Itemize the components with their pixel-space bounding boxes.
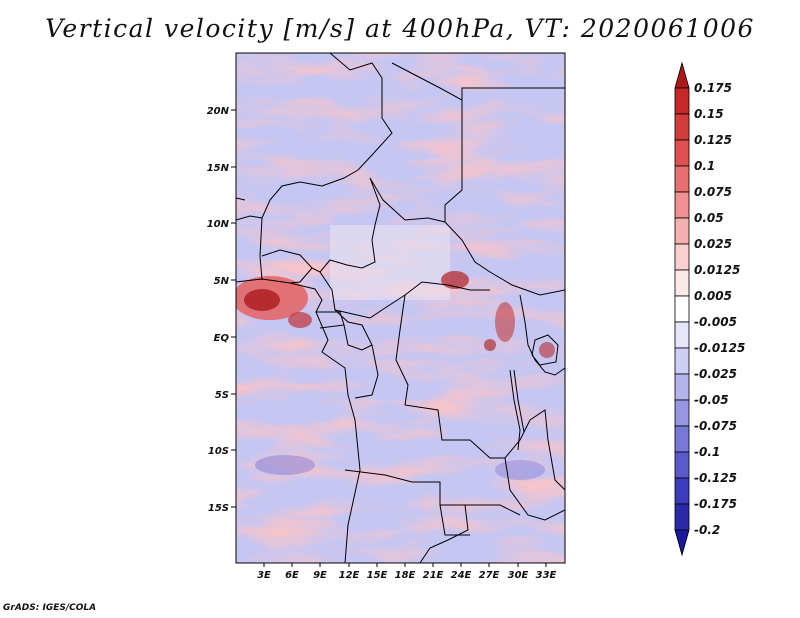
lat-ticks	[231, 109, 236, 508]
colorbar-swatch	[674, 373, 690, 401]
lon-label: 21E	[423, 570, 444, 581]
colorbar-label: -0.2	[694, 523, 720, 537]
colorbar-swatch	[674, 347, 690, 375]
colorbar-swatch	[674, 425, 690, 453]
colorbar	[674, 61, 690, 557]
convection-cell-b	[484, 339, 496, 351]
colorbar-swatch	[674, 503, 690, 531]
country-borders	[236, 53, 565, 563]
chart-title: Vertical velocity [m/s] at 400hPa, VT: 2…	[45, 14, 755, 43]
colorbar-labels: 0.175 0.15 0.125 0.1 0.075 0.05 0.025 0.0125 0.0…	[694, 81, 745, 537]
subsidence-south	[255, 455, 315, 475]
colorbar-label: 0.125	[694, 133, 732, 147]
lake-victoria	[531, 334, 559, 366]
colorbar-label: -0.005	[694, 315, 737, 329]
colorbar-label: -0.1	[694, 445, 720, 459]
lon-label: 3E	[257, 570, 271, 581]
colorbar-swatch	[674, 451, 690, 479]
lat-label: 10S	[208, 446, 229, 457]
convection-core-2	[288, 312, 312, 328]
lat-labels: 20N 15N 10N 5N EQ 5S 10S 15S	[207, 106, 230, 514]
colorbar-label: 0.025	[694, 237, 732, 251]
colorbar-label: -0.075	[694, 419, 737, 433]
colorbar-swatch	[674, 87, 690, 115]
lat-label: 5S	[215, 390, 229, 401]
colorbar-swatch	[674, 269, 690, 297]
footer-credit: GrADS: IGES/COLA	[3, 603, 97, 613]
colorbar-top-arrow	[674, 61, 690, 89]
velocity-field	[236, 53, 565, 563]
field-light-patch	[330, 225, 450, 300]
border-south-central	[439, 504, 521, 536]
lon-label: 9E	[313, 570, 327, 581]
colorbar-label: -0.05	[694, 393, 729, 407]
border-car	[319, 239, 490, 319]
lat-label: 15S	[208, 503, 229, 514]
lon-label: 6E	[285, 570, 299, 581]
map-frame	[235, 52, 566, 564]
colorbar-label: 0.0125	[694, 263, 740, 277]
colorbar-swatch	[674, 139, 690, 167]
colorbar-label: 0.05	[694, 211, 724, 225]
convection-core-1	[244, 289, 280, 311]
colorbar-label: -0.125	[694, 471, 737, 485]
lake-tanganyika	[509, 369, 525, 451]
lon-ticks	[263, 563, 547, 567]
border-gabon-congo	[343, 324, 373, 351]
colorbar-label: 0.175	[694, 81, 732, 95]
colorbar-swatch	[674, 191, 690, 219]
lat-label: 5N	[214, 276, 230, 287]
convection-cell-a	[495, 302, 515, 342]
lat-label: EQ	[214, 333, 230, 344]
colorbar-swatch	[674, 243, 690, 271]
lon-label: 33E	[536, 570, 557, 581]
lat-label: 15N	[207, 163, 230, 174]
lon-label: 30E	[508, 570, 529, 581]
colorbar-label: -0.0125	[694, 341, 745, 355]
colorbar-label: -0.175	[694, 497, 737, 511]
border-drc-east	[395, 294, 565, 491]
colorbar-swatch	[674, 217, 690, 245]
lon-label: 15E	[367, 570, 388, 581]
border-uganda-kenya	[519, 294, 565, 376]
lon-label: 18E	[395, 570, 416, 581]
colorbar-label: 0.075	[694, 185, 732, 199]
lat-label: 10N	[207, 219, 230, 230]
convection-cell-c	[539, 342, 555, 358]
border-equatorial-guinea	[316, 311, 345, 329]
colorbar-label: 0.005	[694, 289, 732, 303]
colorbar-swatch	[674, 477, 690, 505]
colorbar-bottom-arrow	[674, 529, 690, 557]
colorbar-swatch	[674, 321, 690, 349]
border-sudan-south-sudan	[444, 221, 565, 296]
colorbar-label: -0.025	[694, 367, 737, 381]
border-north-small	[236, 197, 263, 221]
colorbar-label: 0.1	[694, 159, 715, 173]
lon-label: 24E	[451, 570, 472, 581]
lon-labels: 3E 6E 9E 12E 15E 18E 21E 24E 27E 30E 33E	[257, 570, 556, 581]
lon-label: 12E	[339, 570, 360, 581]
west-coastline	[236, 278, 361, 563]
colorbar-swatch	[674, 295, 690, 323]
colorbar-swatch	[674, 113, 690, 141]
border-cameroon-nigeria	[261, 249, 321, 284]
lat-label: 20N	[207, 106, 230, 117]
border-libya-chad	[259, 53, 393, 281]
colorbar-label: 0.15	[694, 107, 724, 121]
border-chad-sudan	[461, 87, 565, 100]
subsidence-southeast	[495, 460, 545, 480]
colorbar-swatch	[674, 399, 690, 427]
border-angola-zambia	[344, 469, 469, 563]
colorbar-swatch	[674, 165, 690, 193]
border-zambia-east	[504, 457, 565, 521]
lon-label: 27E	[479, 570, 500, 581]
